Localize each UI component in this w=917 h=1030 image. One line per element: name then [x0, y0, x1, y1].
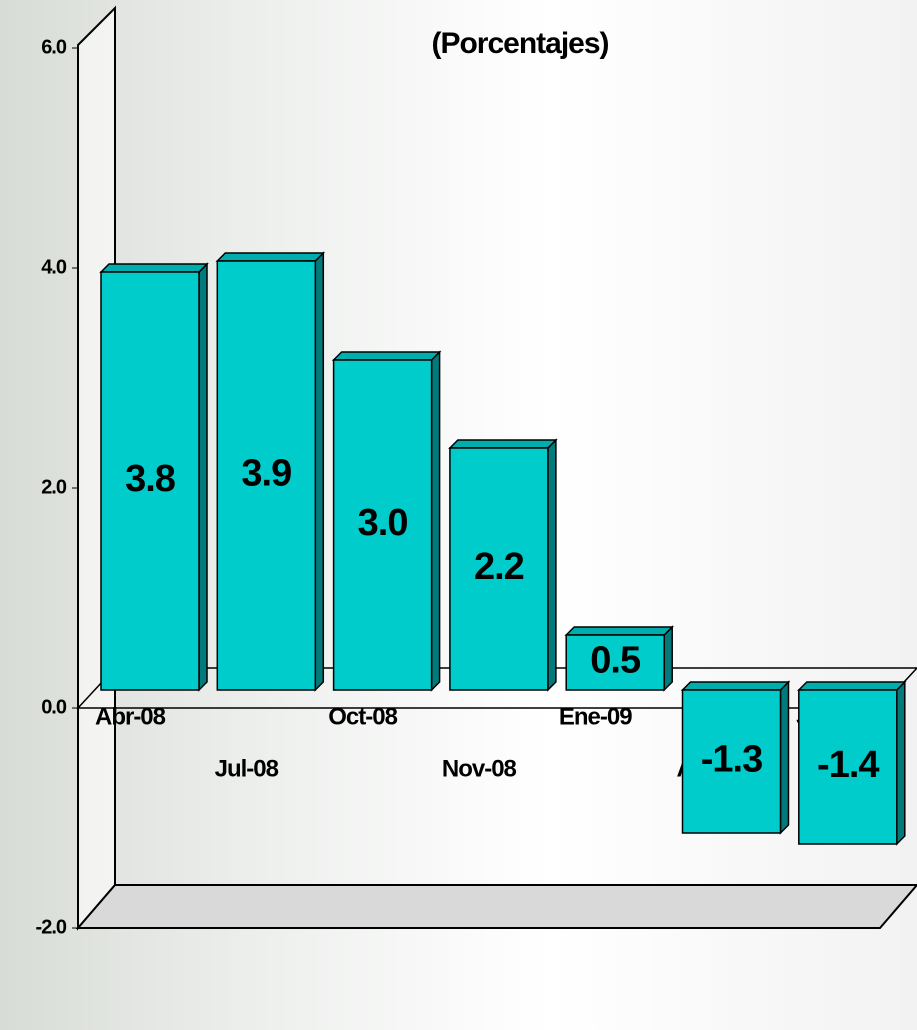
bar-side — [198, 262, 208, 692]
bar-side — [547, 438, 557, 692]
bar-top — [331, 351, 442, 361]
bar — [332, 359, 433, 691]
y-tick-label: 4.0 — [41, 256, 67, 278]
bar-side — [663, 625, 673, 692]
bar-top — [680, 681, 791, 691]
value-label: -1.3 — [701, 739, 762, 781]
bar-side — [779, 680, 790, 835]
bar-top — [448, 439, 558, 449]
bar-top — [564, 626, 675, 636]
x-tick-label: Nov-08 — [442, 755, 517, 782]
y-tick-label: 2.0 — [41, 476, 67, 498]
floor — [75, 884, 917, 929]
bar-side — [314, 251, 325, 692]
y-tick-label: 6.0 — [41, 36, 67, 58]
bar-top — [796, 681, 907, 691]
bar — [798, 689, 898, 845]
y-tick-label: 0.0 — [41, 696, 67, 718]
bar-side — [430, 350, 441, 692]
x-tick-label: Oct-08 — [328, 703, 397, 730]
value-label: 3.9 — [241, 453, 291, 495]
value-label: 3.0 — [358, 502, 408, 544]
bar — [565, 634, 665, 691]
bar-side — [896, 680, 906, 846]
y-tick-label: -2.0 — [36, 916, 67, 938]
x-tick-label: Jul-08 — [215, 755, 279, 782]
value-label: 0.5 — [590, 640, 641, 682]
bar — [216, 260, 317, 691]
x-tick-label: Abr-08 — [95, 703, 166, 730]
chart-title: (Porcentajes) — [431, 27, 608, 60]
bar-top — [99, 263, 209, 273]
bar — [100, 271, 200, 691]
value-label: -1.4 — [817, 744, 879, 786]
value-label: 2.2 — [474, 546, 524, 588]
bar — [449, 447, 549, 691]
x-tick-label: Ene-09 — [559, 703, 632, 730]
value-label: 3.8 — [125, 458, 175, 500]
bar-top — [215, 252, 326, 262]
bar — [681, 689, 782, 834]
